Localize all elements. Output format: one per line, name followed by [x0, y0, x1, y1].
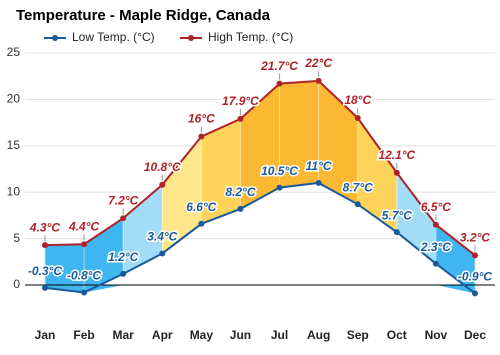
x-tick-label: Sep	[347, 328, 369, 342]
data-point	[315, 77, 322, 84]
data-point	[159, 250, 166, 257]
data-point	[393, 229, 400, 236]
x-tick-label: Apr	[152, 328, 173, 342]
x-tick-label: Nov	[425, 328, 448, 342]
x-tick-label: Dec	[464, 328, 486, 342]
value-label: 7.2°C	[108, 193, 138, 207]
value-label: 11°C	[306, 159, 332, 173]
data-point	[472, 252, 478, 259]
value-label: 4.3°C	[29, 220, 60, 234]
value-label: 17.9°C	[222, 94, 259, 108]
value-label: 6.6°C	[186, 200, 216, 214]
value-label: -0.8°C	[67, 269, 101, 283]
x-tick-label: Jul	[271, 328, 288, 342]
y-tick-label: 0	[13, 277, 20, 291]
data-point	[432, 260, 439, 267]
value-label: 2.3°C	[420, 240, 451, 254]
data-point	[159, 181, 166, 188]
data-point	[237, 115, 244, 122]
x-tick-label: May	[190, 328, 214, 342]
series-line	[44, 79, 476, 257]
y-tick-label: 25	[7, 45, 21, 59]
data-point	[354, 114, 361, 121]
x-tick-label: Aug	[307, 328, 330, 342]
y-tick-label: 10	[7, 184, 21, 198]
value-label: 22°C	[304, 56, 332, 70]
legend-marker	[188, 35, 194, 41]
series-line	[44, 181, 476, 295]
data-point	[198, 220, 205, 227]
data-point	[237, 205, 244, 212]
data-point	[120, 270, 127, 277]
value-label: 4.4°C	[68, 219, 99, 233]
data-point	[81, 289, 88, 296]
value-label: 3.4°C	[147, 230, 177, 244]
value-label: 12.1°C	[378, 148, 415, 162]
legend-marker	[52, 35, 58, 41]
data-point	[472, 290, 478, 297]
chart-title: Temperature - Maple Ridge, Canada	[16, 7, 271, 24]
x-tick-label: Oct	[387, 328, 407, 342]
legend-label: Low Temp. (°C)	[72, 30, 155, 44]
legend-label: High Temp. (°C)	[208, 30, 293, 44]
data-point	[315, 179, 322, 186]
data-point	[432, 221, 439, 228]
x-tick-label: Jun	[230, 328, 251, 342]
data-point	[354, 201, 361, 208]
x-tick-label: Feb	[73, 328, 94, 342]
value-label: 5.7°C	[382, 208, 412, 222]
value-label: 21.7°C	[260, 59, 298, 73]
value-label: 1.2°C	[108, 250, 138, 264]
value-label: 8.2°C	[225, 185, 255, 199]
value-label: 16°C	[188, 112, 215, 126]
data-point	[120, 215, 127, 222]
x-tick-label: Mar	[113, 328, 135, 342]
value-label: 3.2°C	[460, 231, 490, 245]
x-tick-label: Jan	[35, 328, 56, 342]
value-label: 18°C	[344, 93, 371, 107]
data-point	[198, 133, 205, 140]
value-label: -0.3°C	[28, 264, 62, 278]
y-tick-label: 20	[7, 92, 21, 106]
value-label: 10.8°C	[144, 160, 181, 174]
data-point	[42, 242, 48, 249]
data-point	[276, 80, 283, 87]
data-point	[81, 241, 88, 248]
value-label: 6.5°C	[421, 200, 451, 214]
data-point	[42, 284, 48, 291]
value-label: 10.5°C	[261, 164, 298, 178]
value-label: -0.9°C	[458, 270, 492, 284]
data-point	[393, 169, 400, 176]
y-tick-label: 15	[7, 138, 21, 152]
value-label: 8.7°C	[343, 180, 373, 194]
data-point	[276, 184, 283, 191]
y-tick-label: 5	[13, 231, 20, 245]
